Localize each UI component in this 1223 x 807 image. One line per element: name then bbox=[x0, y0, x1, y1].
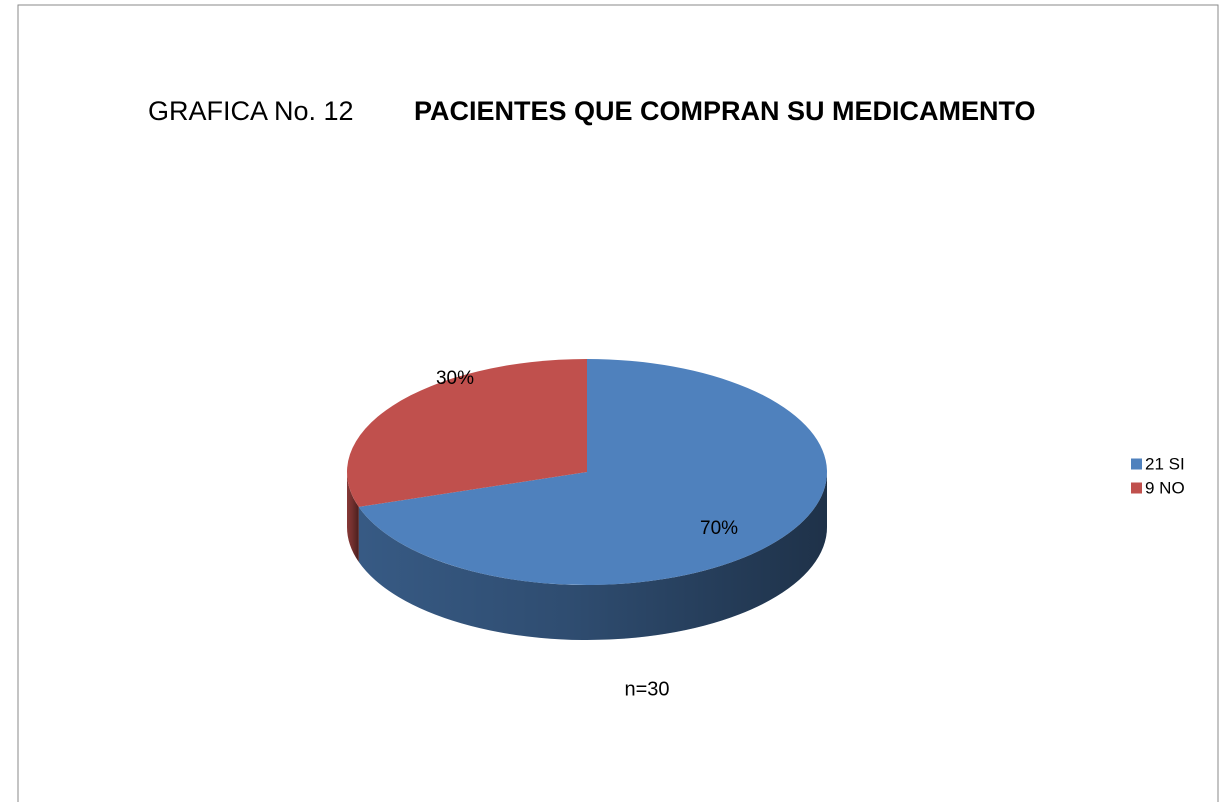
slice bbox=[347, 359, 587, 507]
legend-label: 21 SI bbox=[1145, 454, 1185, 473]
chart-number: GRAFICA No. 12 bbox=[148, 96, 354, 126]
plot: 70% 30% 21 SI 9 NO bbox=[347, 359, 1185, 640]
legend-swatch bbox=[1131, 482, 1142, 494]
data-label: 70% bbox=[700, 518, 738, 539]
chart-title: GRAFICA No. 12 PACIENTES QUE COMPRAN SU M… bbox=[148, 96, 1036, 126]
slice bbox=[358, 359, 828, 585]
side-shade bbox=[358, 472, 828, 640]
data-label: 30% bbox=[436, 368, 474, 389]
side-shade bbox=[347, 472, 359, 562]
annotation: n=30 bbox=[624, 678, 669, 700]
legend-swatch bbox=[1131, 458, 1142, 470]
title-text: PACIENTES QUE COMPRAN SU MEDICAMENTO bbox=[414, 96, 1036, 126]
legend-label: 9 NO bbox=[1145, 478, 1185, 497]
